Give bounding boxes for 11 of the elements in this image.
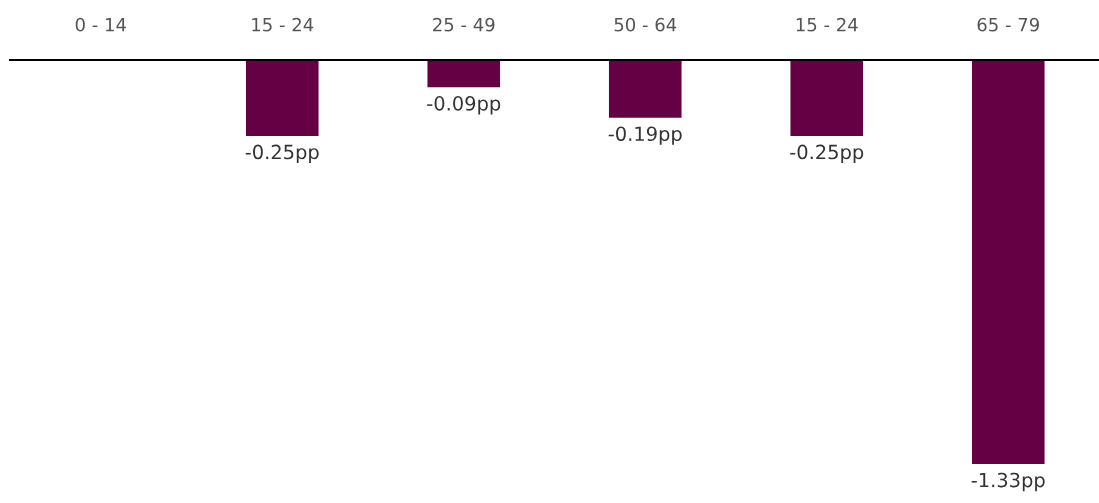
data-label: -1.33pp [971,472,1045,492]
data-label: -0.25pp [790,144,864,164]
x-tick-label: 25 - 49 [433,17,495,32]
data-label: -0.19pp [608,126,682,145]
x-tick-label: 65 - 79 [977,17,1039,32]
x-tick-label: 50 - 64 [614,17,677,32]
x-tick-label: 15 - 24 [252,17,314,32]
data-label: -0.09pp [427,96,501,115]
data-label: -0.25pp [245,144,319,164]
x-tick-label: 15 - 24 [796,17,858,32]
x-tick-label: 0 - 14 [75,17,126,32]
